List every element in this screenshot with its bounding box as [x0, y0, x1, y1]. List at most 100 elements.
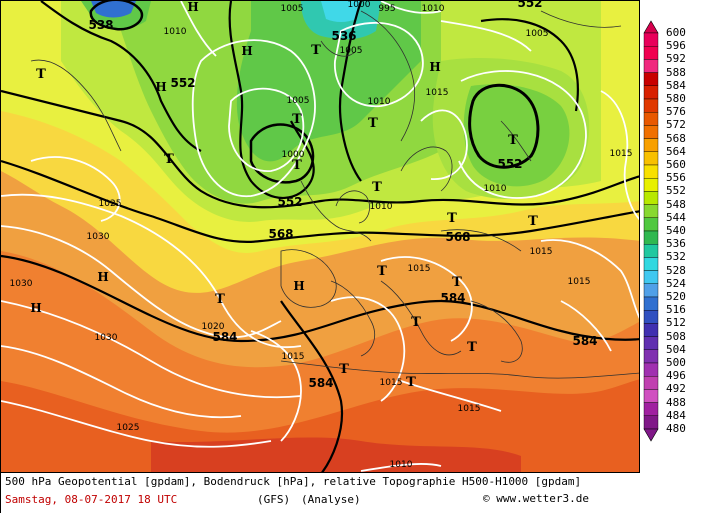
legend-swatch — [643, 98, 659, 113]
legend-value-label: 512 — [666, 316, 686, 330]
low-pressure-marker: T — [452, 275, 462, 290]
legend-value-label: 524 — [666, 276, 686, 290]
isobar-label: 1005 — [526, 29, 549, 39]
legend-value-label: 520 — [666, 290, 686, 303]
isobar-label: 1015 — [458, 404, 481, 414]
geopotential-label: 552 — [497, 157, 522, 171]
legend-value-label: 504 — [666, 342, 686, 356]
caption-credit[interactable]: © www.wetter3.de — [483, 492, 589, 505]
geopotential-label: 584 — [440, 291, 465, 305]
legend-swatch — [643, 59, 659, 73]
isobar-label: 1015 — [530, 247, 553, 257]
legend-swatch — [643, 310, 659, 324]
legend-swatch — [643, 111, 659, 126]
isobar-label: 1000 — [348, 1, 371, 10]
isobar-label: 1010 — [390, 460, 413, 470]
legend-swatch — [643, 243, 659, 258]
legend-swatch — [643, 402, 659, 417]
legend-value-label: 488 — [666, 395, 686, 409]
legend-swatch — [643, 323, 659, 337]
isobar-label: 1015 — [610, 149, 633, 159]
caption-analysis: (Analyse) — [301, 493, 361, 506]
low-pressure-marker: T — [377, 264, 387, 279]
low-pressure-marker: T — [368, 116, 378, 131]
isobar-label: 1030 — [95, 333, 118, 343]
isobar-label: 1010 — [370, 202, 393, 212]
isobar-label: 1015 — [568, 277, 591, 287]
geopotential-label: 536 — [331, 29, 356, 43]
legend-value-label: 484 — [666, 408, 686, 422]
legend-value-label: 540 — [666, 224, 686, 237]
isobar-label: 1005 — [281, 4, 304, 14]
legend-value-label: 548 — [666, 197, 686, 211]
high-pressure-marker: H — [155, 80, 166, 94]
high-pressure-marker: H — [293, 279, 304, 293]
isobar-label: 1015 — [426, 88, 449, 98]
high-pressure-marker: H — [241, 44, 252, 58]
legend-value-label: 560 — [666, 158, 686, 171]
legend-value-label: 588 — [666, 65, 686, 79]
isobar-label: 1005 — [287, 96, 310, 106]
isobar-label: 1005 — [340, 46, 363, 56]
legend-value-label: 572 — [666, 118, 686, 132]
legend-value-label: 580 — [666, 92, 686, 105]
geopotential-label: 568 — [268, 227, 293, 241]
geopotential-label: 568 — [445, 230, 470, 244]
legend-swatch — [643, 32, 659, 47]
geopotential-label: 584 — [572, 334, 597, 348]
legend-value-label: 564 — [666, 144, 686, 158]
legend-swatch — [643, 46, 659, 60]
legend-swatch — [643, 151, 659, 166]
isobar-label: 1015 — [282, 352, 305, 362]
low-pressure-marker: T — [164, 152, 174, 167]
legend-swatch — [643, 177, 659, 192]
high-pressure-marker: H — [97, 270, 108, 284]
legend-swatch — [643, 204, 659, 219]
legend-swatch — [643, 257, 659, 271]
legend-swatch — [643, 138, 659, 153]
legend-swatch — [643, 296, 659, 311]
legend-swatch — [643, 230, 659, 245]
legend-swatch — [643, 362, 659, 377]
caption-description: 500 hPa Geopotential [gpdam], Bodendruck… — [5, 475, 582, 488]
legend-value-label: 592 — [666, 52, 686, 66]
isobar-label: 1000 — [282, 150, 305, 160]
legend-value-label: 532 — [666, 250, 686, 264]
isobar-label: 1025 — [117, 423, 140, 433]
legend-value-label: 480 — [666, 422, 686, 435]
isobar-label: 995 — [378, 4, 395, 14]
legend-value-label: 552 — [666, 184, 686, 198]
legend-swatch — [643, 217, 659, 232]
legend-bottom-arrow — [643, 428, 659, 442]
legend-value-label: 516 — [666, 303, 686, 317]
isobar-label: 1010 — [368, 97, 391, 107]
low-pressure-marker: T — [292, 112, 302, 127]
legend-swatch — [643, 85, 659, 100]
color-scale-bar — [643, 20, 659, 442]
legend-value-label: 492 — [666, 382, 686, 396]
map-caption: 500 hPa Geopotential [gpdam], Bodendruck… — [0, 473, 640, 513]
isobar-label: 1030 — [10, 279, 33, 289]
legend-swatch — [643, 283, 659, 298]
caption-date: Samstag, 08-07-2017 18 UTC — [5, 493, 178, 506]
isobar-label: 1010 — [422, 4, 445, 14]
geopotential-label: 584 — [212, 330, 237, 344]
geopotential-label: 552 — [170, 76, 195, 90]
legend-value-label: 576 — [666, 105, 686, 119]
legend-value-label: 500 — [666, 356, 686, 369]
low-pressure-marker: T — [311, 43, 321, 58]
legend-value-label: 536 — [666, 237, 686, 251]
low-pressure-marker: T — [411, 315, 421, 330]
high-pressure-marker: H — [30, 301, 41, 315]
legend-value-label: 556 — [666, 171, 686, 185]
high-pressure-marker: H — [429, 60, 440, 74]
isobar-label: 1025 — [99, 199, 122, 209]
legend-swatch — [643, 336, 659, 351]
low-pressure-marker: T — [292, 158, 302, 173]
legend-top-arrow — [643, 20, 659, 34]
legend-value-label: 496 — [666, 369, 686, 383]
isobar-label: 1015 — [408, 264, 431, 274]
geopotential-label: 552 — [517, 1, 542, 10]
legend-value-label: 568 — [666, 131, 686, 145]
low-pressure-marker: T — [36, 67, 46, 82]
